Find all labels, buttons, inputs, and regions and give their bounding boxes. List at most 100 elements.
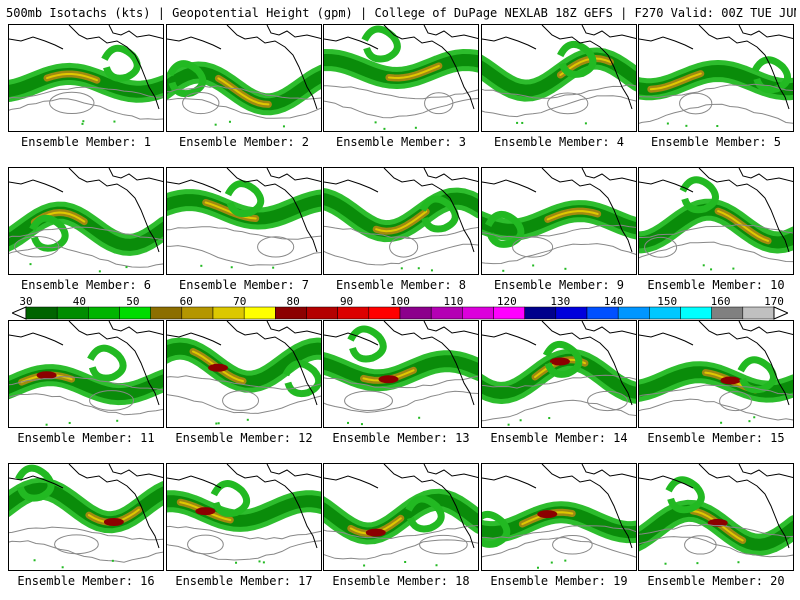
coastline [541, 464, 633, 549]
colorbar-tick-label: 90 [339, 295, 354, 308]
height-contour [9, 540, 163, 563]
jet-swirl [87, 344, 127, 382]
border-line [738, 168, 793, 183]
height-contour [167, 394, 321, 414]
height-contour [167, 525, 321, 540]
coastline-aleutian [482, 179, 537, 193]
ensemble-map-panel [8, 167, 164, 275]
coastline [383, 168, 475, 253]
colorbar-tick-label: 140 [603, 295, 624, 308]
border-line [738, 321, 793, 336]
colorbar-swatch [649, 306, 681, 320]
isolated-speck [710, 268, 713, 271]
jet-swirl [737, 356, 777, 394]
height-contour [167, 375, 321, 390]
height-contour-closed [587, 390, 628, 412]
isolated-speck [272, 266, 275, 269]
ensemble-member-label: Ensemble Member: 15 [647, 431, 785, 445]
coastline-aleutian [324, 475, 379, 489]
ensemble-map-panel [166, 463, 322, 571]
ensemble-member-label: Ensemble Member: 5 [650, 135, 782, 149]
coastline-aleutian [482, 36, 537, 50]
coastline-aleutian [167, 332, 222, 346]
height-contour [482, 525, 636, 539]
border-line [423, 321, 478, 336]
height-contour [324, 390, 478, 413]
isolated-speck [502, 269, 505, 272]
height-contour-closed [719, 391, 752, 412]
ensemble-map [9, 25, 163, 131]
height-contour-closed [187, 534, 224, 555]
colorbar-arrow-right [773, 306, 788, 320]
height-contour [9, 86, 163, 99]
border-line [738, 464, 793, 479]
colorbar-tick-label: 40 [72, 295, 87, 308]
coastline-aleutian [9, 36, 64, 50]
colorbar-swatch [25, 306, 58, 320]
jet-core-line [546, 210, 599, 221]
isolated-speck [414, 126, 417, 129]
colorbar-swatch [493, 306, 525, 320]
ensemble-map-panel [481, 463, 637, 571]
ensemble-map-panel [481, 320, 637, 428]
jet-max [707, 518, 728, 527]
height-contour [639, 83, 793, 99]
border-line [266, 168, 321, 183]
ensemble-map [167, 321, 321, 427]
colorbar-tick-label: 30 [19, 295, 33, 308]
jet-max [537, 510, 558, 519]
colorbar-tick-label: 70 [233, 295, 247, 308]
ensemble-map-panel [8, 24, 164, 132]
colorbar-swatch [181, 306, 214, 320]
isolated-speck [235, 561, 238, 564]
coastline-aleutian [482, 332, 537, 346]
isolated-speck [400, 267, 403, 270]
isolated-speck [564, 267, 567, 270]
isolated-speck [228, 120, 231, 123]
isolated-speck [702, 264, 705, 267]
height-contour [167, 245, 321, 267]
colorbar-tick-label: 130 [550, 295, 571, 308]
colorbar-swatch [711, 306, 744, 320]
height-contour [639, 223, 793, 238]
jet-swirl [29, 214, 69, 252]
isolated-speck [262, 561, 265, 564]
height-contour [324, 243, 478, 266]
jet-max [720, 376, 741, 385]
ensemble-map-panel [638, 320, 794, 428]
coastline [68, 464, 160, 549]
coastline [541, 321, 633, 406]
jet-swirl [405, 495, 445, 533]
jet-swirl [282, 360, 321, 398]
ensemble-member-label: Ensemble Member: 20 [647, 574, 785, 588]
height-contour-closed [552, 535, 593, 555]
height-contour [324, 524, 478, 540]
border-line [738, 25, 793, 40]
jet-max [103, 517, 124, 526]
colorbar-swatch [337, 306, 370, 320]
coastline-aleutian [9, 179, 64, 193]
isolated-speck [666, 122, 669, 125]
chart-title: 500mb Isotachs (kts) | Geopotential Heig… [6, 6, 796, 20]
isolated-speck [716, 125, 719, 128]
height-contour [9, 526, 163, 541]
coastline [226, 464, 318, 549]
height-contour [9, 98, 163, 120]
height-contour-closed [389, 236, 419, 258]
height-contour [167, 97, 321, 119]
coastline [698, 168, 790, 253]
isolated-speck [200, 264, 203, 267]
height-contour [639, 241, 793, 263]
coastline [68, 25, 160, 110]
coastline-aleutian [324, 179, 379, 193]
isolated-speck [125, 266, 128, 269]
colorbar-swatch [212, 306, 245, 320]
jet-swirl [419, 195, 459, 233]
coastline-aleutian [639, 332, 694, 346]
isolated-speck [29, 263, 32, 266]
height-contour [639, 103, 793, 124]
ensemble-member-label: Ensemble Member: 11 [17, 431, 155, 445]
height-contour [482, 95, 636, 118]
isolated-speck [113, 120, 116, 123]
colorbar-swatch [306, 306, 338, 320]
